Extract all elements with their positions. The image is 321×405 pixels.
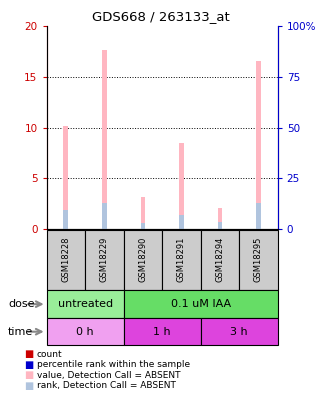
Bar — [141, 198, 145, 229]
Bar — [256, 61, 261, 229]
Text: GDS668 / 263133_at: GDS668 / 263133_at — [91, 10, 230, 23]
Bar — [162, 230, 201, 290]
Bar — [64, 126, 68, 229]
Bar — [124, 290, 278, 318]
Text: GSM18229: GSM18229 — [100, 237, 109, 282]
Text: ■: ■ — [24, 381, 33, 391]
Text: rank, Detection Call = ABSENT: rank, Detection Call = ABSENT — [37, 382, 176, 390]
Bar — [102, 49, 107, 229]
Bar — [256, 202, 261, 229]
Bar — [179, 143, 184, 229]
Text: value, Detection Call = ABSENT: value, Detection Call = ABSENT — [37, 371, 180, 380]
Text: dose: dose — [8, 299, 35, 309]
Text: ■: ■ — [24, 360, 33, 370]
Bar — [201, 318, 278, 345]
Bar — [47, 290, 124, 318]
Text: GSM18291: GSM18291 — [177, 237, 186, 282]
Text: count: count — [37, 350, 63, 359]
Bar — [47, 230, 85, 290]
Bar — [102, 202, 107, 229]
Text: untreated: untreated — [57, 299, 113, 309]
Bar — [141, 223, 145, 229]
Bar — [239, 230, 278, 290]
Bar — [124, 318, 201, 345]
Bar — [64, 210, 68, 229]
Bar — [179, 215, 184, 229]
Text: percentile rank within the sample: percentile rank within the sample — [37, 360, 190, 369]
Text: GSM18290: GSM18290 — [138, 237, 147, 282]
Bar — [201, 230, 239, 290]
Text: ■: ■ — [24, 371, 33, 380]
Text: ■: ■ — [24, 350, 33, 359]
Text: GSM18295: GSM18295 — [254, 237, 263, 282]
Text: 1 h: 1 h — [153, 327, 171, 337]
Text: GSM18294: GSM18294 — [215, 237, 224, 282]
Text: 0 h: 0 h — [76, 327, 94, 337]
Bar — [47, 318, 124, 345]
Bar — [124, 230, 162, 290]
Text: 3 h: 3 h — [230, 327, 248, 337]
Text: 0.1 uM IAA: 0.1 uM IAA — [170, 299, 231, 309]
Bar — [218, 207, 222, 229]
Bar — [218, 222, 222, 229]
Text: GSM18228: GSM18228 — [61, 237, 70, 282]
Bar — [85, 230, 124, 290]
Text: time: time — [8, 327, 33, 337]
